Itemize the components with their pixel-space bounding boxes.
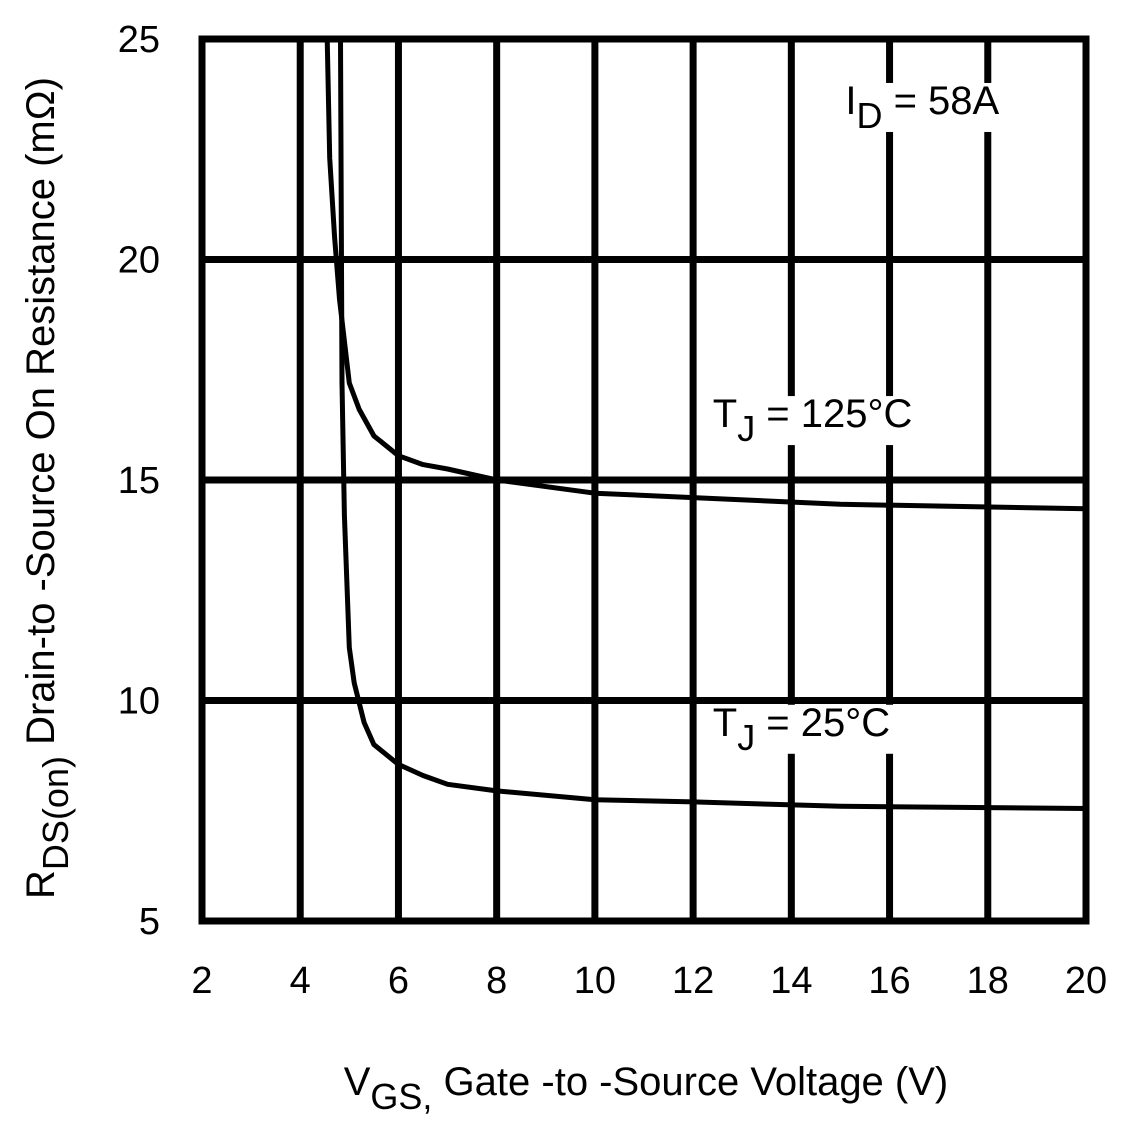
annotation-main: T (713, 392, 737, 436)
annotation-sub: D (856, 95, 882, 136)
annotation-tj-125c: TJ = 125°C (708, 392, 917, 449)
x-tick-label: 10 (574, 960, 616, 1002)
annotation-rest: = 58A (882, 79, 999, 123)
x-axis-label: VGS, Gate -to -Source Voltage (V) (344, 1060, 949, 1117)
annotation-sub: J (737, 408, 755, 449)
tick-labels: 2 4 6 8 10 12 14 16 18 20 5 10 15 20 25 (118, 19, 1107, 1002)
y-tick-label: 20 (118, 240, 160, 282)
annotation-background (841, 82, 1004, 132)
x-axis-label-main: V (344, 1060, 371, 1104)
annotation-text: TJ = 125°C (713, 392, 913, 449)
y-tick-label: 5 (139, 901, 160, 943)
x-tick-label: 16 (868, 960, 910, 1002)
x-axis-label-sub: GS, (370, 1076, 432, 1117)
y-axis-label-main: R (19, 870, 63, 899)
annotation-text: TJ = 25°C (713, 701, 890, 758)
y-tick-label: 15 (118, 460, 160, 502)
annotation-sub: J (737, 717, 755, 758)
annotation-main: I (845, 79, 856, 123)
y-axis-label: RDS(on) Drain-to -Source On Resistance (… (19, 77, 76, 899)
x-tick-label: 18 (967, 960, 1009, 1002)
x-tick-label: 2 (191, 960, 212, 1002)
annotation-rest: = 125°C (755, 392, 912, 436)
x-tick-label: 12 (672, 960, 714, 1002)
x-tick-label: 6 (388, 960, 409, 1002)
annotation-main: T (713, 701, 737, 745)
y-tick-label: 25 (118, 19, 160, 61)
y-tick-label: 10 (118, 681, 160, 723)
plot-frame (198, 35, 1090, 925)
series-group (324, 39, 1086, 811)
annotation-rest: = 25°C (755, 701, 890, 745)
annotation-id: ID = 58A (841, 79, 1004, 136)
series-line-tj-125c (324, 39, 1086, 512)
series-line-tj-25c (338, 39, 1086, 811)
grid (198, 35, 1090, 925)
y-axis-label-rest: Drain-to -Source On Resistance (mΩ) (19, 77, 63, 756)
annotation-background (708, 704, 895, 754)
y-axis-label-sub: DS(on) (35, 756, 76, 870)
x-tick-label: 4 (290, 960, 311, 1002)
annotation-text: ID = 58A (845, 79, 999, 136)
x-tick-label: 14 (770, 960, 812, 1002)
x-axis-label-rest: Gate -to -Source Voltage (V) (432, 1060, 948, 1104)
x-tick-label: 20 (1065, 960, 1107, 1002)
annotation-tj-25c: TJ = 25°C (708, 701, 895, 758)
annotation-background (708, 396, 917, 446)
x-tick-label: 8 (486, 960, 507, 1002)
